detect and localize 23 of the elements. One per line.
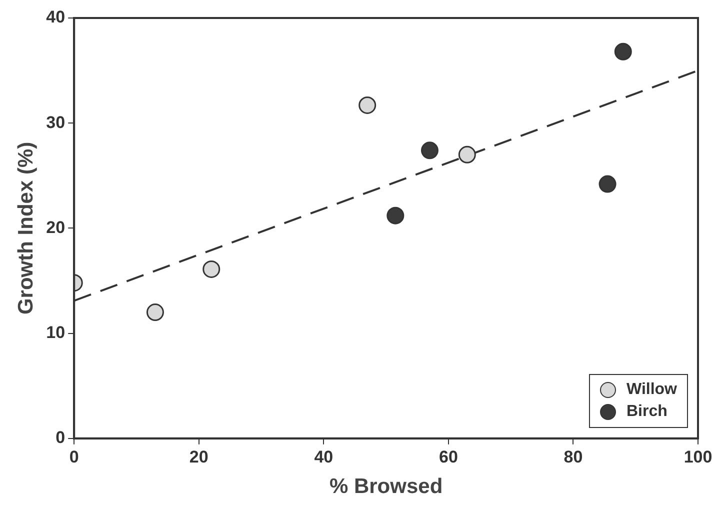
- point: [146, 304, 164, 322]
- x-axis-title: % Browsed: [329, 475, 443, 498]
- legend-label: Willow: [626, 380, 677, 400]
- y-axis-title: Growth Index (%): [14, 142, 38, 315]
- x-tick-label: 100: [684, 447, 712, 466]
- y-tick-label: 0: [56, 428, 66, 448]
- point: [598, 175, 616, 193]
- point: [458, 146, 476, 164]
- y-tick-label: 30: [46, 112, 66, 132]
- x-tick-label: 0: [69, 447, 79, 466]
- y-tick-label: 20: [46, 218, 66, 237]
- x-tick-label: 60: [438, 447, 458, 466]
- x-tick-label: 80: [564, 447, 583, 466]
- point: [614, 42, 632, 60]
- legend-label: Birch: [626, 402, 668, 422]
- point: [202, 260, 220, 278]
- point: [386, 206, 404, 224]
- x-tick-label: 20: [189, 447, 208, 466]
- point: [358, 96, 376, 114]
- x-tick-label: 40: [314, 447, 334, 466]
- y-tick-label: 10: [46, 322, 66, 342]
- point: [420, 142, 438, 160]
- y-tick-label: 40: [46, 8, 66, 27]
